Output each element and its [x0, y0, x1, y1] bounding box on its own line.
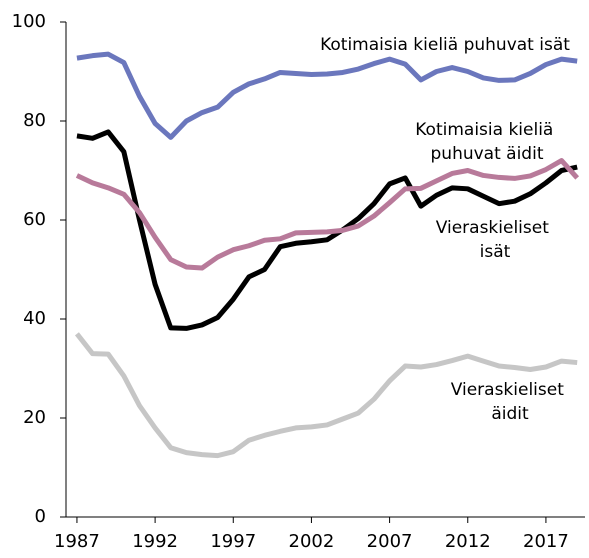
x-tick-label: 1987 — [54, 531, 100, 552]
y-tick-label: 20 — [23, 407, 46, 428]
x-tick-label: 2017 — [523, 531, 569, 552]
series-label: Kotimaisia kieliä puhuvat äidit — [415, 120, 559, 164]
series-line — [76, 129, 578, 331]
y-tick-label: 80 — [23, 110, 46, 131]
y-tick-label: 60 — [23, 209, 46, 230]
x-tick-label: 1992 — [132, 531, 178, 552]
series-label: Kotimaisia kieliä puhuvat isät — [320, 35, 570, 55]
series-line — [74, 332, 578, 459]
y-tick-label: 0 — [35, 506, 46, 527]
series-label: Vieraskieliset äidit — [451, 380, 570, 424]
series-line — [75, 158, 580, 271]
y-tick-label: 40 — [23, 308, 46, 329]
x-tick-label: 2007 — [367, 531, 413, 552]
y-tick-label: 100 — [12, 11, 46, 32]
x-tick-label: 2012 — [445, 531, 491, 552]
x-tick-label: 1997 — [210, 531, 256, 552]
series-line — [76, 51, 578, 140]
series-label: Vieraskieliset isät — [436, 218, 555, 262]
x-tick-label: 2002 — [289, 531, 335, 552]
